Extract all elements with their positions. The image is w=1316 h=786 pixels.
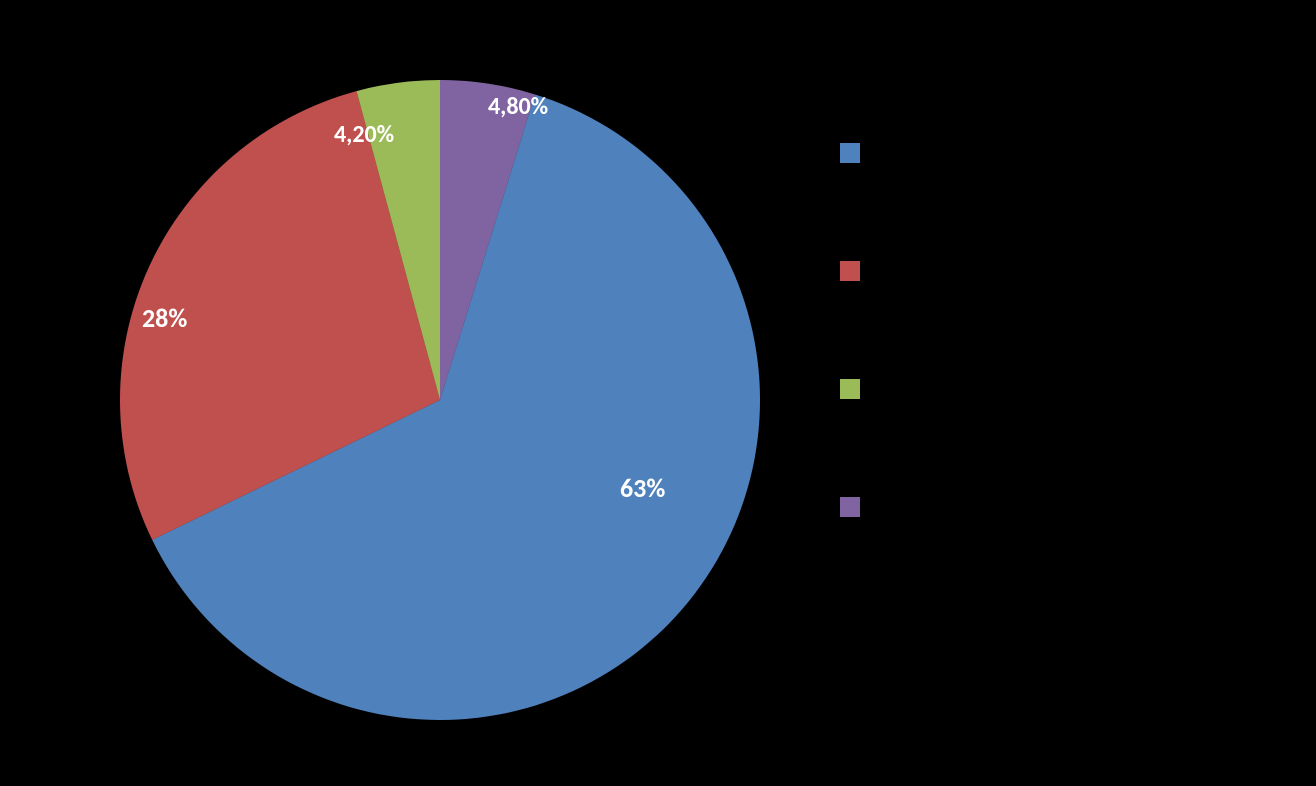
legend-swatch: [840, 379, 860, 399]
legend-item: [840, 258, 872, 281]
data-label: 4,80%: [488, 92, 548, 121]
pie-svg: [120, 80, 760, 720]
data-label: 63%: [620, 472, 665, 504]
legend-swatch: [840, 143, 860, 163]
pie-area: [120, 80, 760, 720]
legend-swatch: [840, 497, 860, 517]
data-label: 28%: [142, 302, 187, 334]
legend-item: [840, 494, 872, 517]
legend-swatch: [840, 261, 860, 281]
data-label: 4,20%: [334, 120, 394, 149]
legend: [840, 140, 872, 517]
legend-item: [840, 376, 872, 399]
legend-item: [840, 140, 872, 163]
pie-chart: 63% 28% 4,20% 4,80%: [0, 0, 1316, 786]
